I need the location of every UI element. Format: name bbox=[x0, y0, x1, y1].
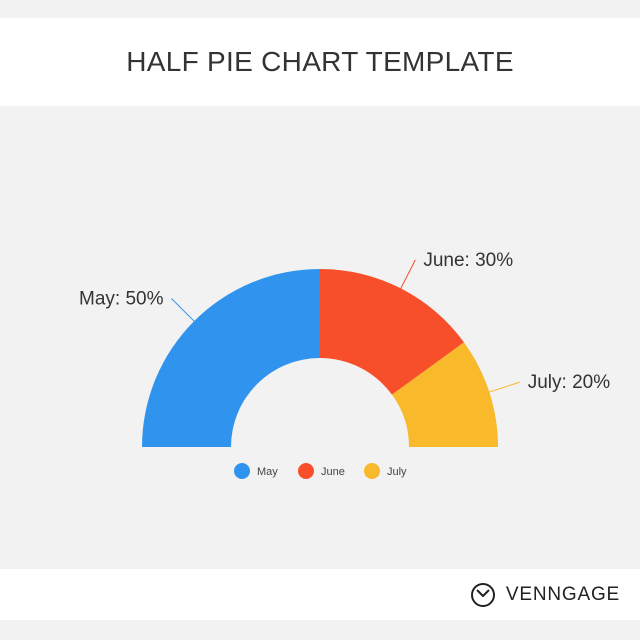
slices-group bbox=[142, 269, 498, 447]
legend-swatch-july bbox=[364, 463, 380, 479]
leader-line-may bbox=[171, 298, 201, 328]
data-label-may: May: 50% bbox=[79, 289, 164, 310]
legend-label-july: July bbox=[387, 466, 407, 478]
legend-label-may: May bbox=[257, 466, 278, 478]
brand-name: VENNGAGE bbox=[505, 583, 620, 605]
legend-swatch-june bbox=[298, 463, 314, 479]
venngage-logo-icon bbox=[470, 582, 495, 607]
half-pie-chart: May: 50% June: 30% July: 20% May June July bbox=[79, 250, 610, 479]
slice-june bbox=[320, 269, 465, 395]
data-labels-group: May: 50% June: 30% July: 20% bbox=[79, 250, 610, 393]
brand: VENNGAGE bbox=[470, 569, 620, 620]
leader-lines-group bbox=[171, 259, 520, 395]
chart-title: HALF PIE CHART TEMPLATE bbox=[126, 46, 514, 77]
slice-july bbox=[392, 342, 498, 447]
title-bar: HALF PIE CHART TEMPLATE bbox=[0, 18, 640, 106]
leader-line-july bbox=[481, 381, 520, 395]
chart-area: May: 50% June: 30% July: 20% May June July bbox=[0, 106, 640, 568]
data-label-june: June: 30% bbox=[423, 250, 513, 271]
leader-line-june bbox=[396, 259, 416, 296]
slice-may bbox=[142, 269, 320, 447]
data-label-july: July: 20% bbox=[528, 372, 610, 393]
chart-legend: May June July bbox=[234, 463, 407, 479]
legend-swatch-may bbox=[234, 463, 250, 479]
footer: VENNGAGE bbox=[0, 569, 640, 620]
legend-label-june: June bbox=[321, 466, 345, 478]
